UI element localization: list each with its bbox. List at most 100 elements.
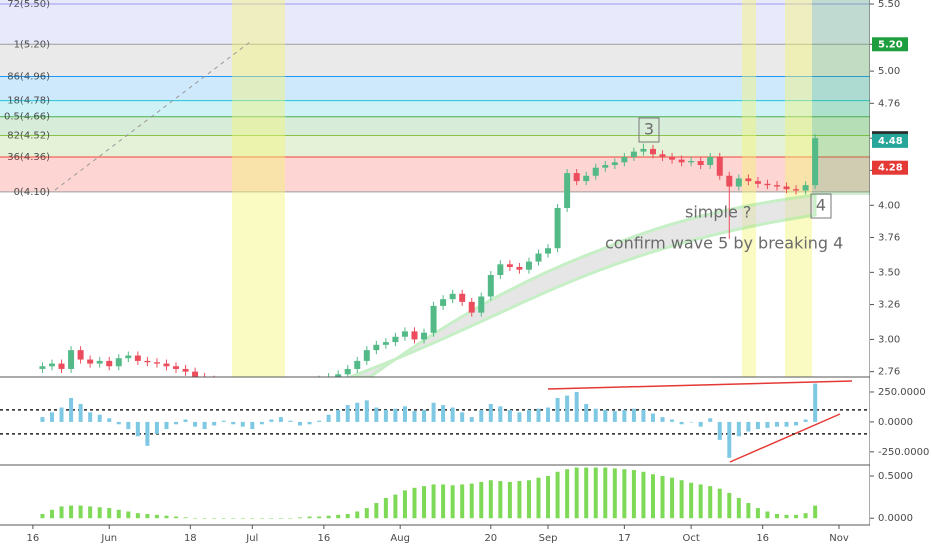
- y-tick-label: 0.5000: [878, 471, 913, 482]
- bar: [460, 412, 465, 422]
- bar: [298, 517, 303, 519]
- candle-body: [754, 181, 761, 184]
- candle-body: [611, 162, 618, 166]
- y-tick-label: 5.00: [878, 66, 900, 77]
- bar: [698, 484, 703, 519]
- bar: [250, 421, 255, 430]
- bar: [736, 497, 741, 519]
- bar: [193, 518, 198, 519]
- candle-body: [478, 296, 485, 313]
- candle-body: [745, 178, 752, 182]
- bar: [345, 514, 350, 519]
- bar: [546, 407, 551, 422]
- candle-body: [516, 266, 523, 270]
- candle-body: [678, 159, 685, 163]
- bar: [307, 516, 312, 519]
- candle-body: [363, 350, 370, 361]
- candle-body: [106, 360, 113, 367]
- bar: [784, 421, 789, 427]
- bar: [78, 505, 83, 519]
- bar: [97, 507, 102, 519]
- annotation: simple ?: [685, 203, 751, 222]
- x-tick-label: 18: [184, 533, 197, 544]
- candle-body: [401, 331, 408, 337]
- bar: [69, 397, 74, 422]
- bar: [317, 516, 322, 519]
- bar: [488, 480, 493, 519]
- bar: [69, 505, 74, 519]
- candle-body: [468, 301, 475, 313]
- target-zone: [812, 0, 870, 195]
- bar: [212, 518, 217, 519]
- price-label: 4.28: [878, 163, 903, 174]
- bar: [441, 405, 446, 422]
- bar: [631, 408, 636, 422]
- candle-body: [583, 175, 590, 182]
- candle-body: [39, 366, 46, 369]
- level-label: 18(4.78): [7, 96, 50, 107]
- bar: [345, 405, 350, 422]
- bar: [240, 421, 245, 427]
- candle-body: [783, 186, 790, 190]
- x-tick-label: 16: [27, 533, 40, 544]
- candle-body: [268, 382, 274, 383]
- bar: [422, 486, 427, 519]
- candle-body: [373, 344, 380, 351]
- level-label: 82(4.52): [7, 131, 50, 142]
- bar: [202, 518, 207, 519]
- level-label: 36(4.36): [7, 152, 50, 163]
- candle-body: [592, 167, 599, 176]
- bar: [765, 511, 770, 519]
- candle-body: [68, 350, 75, 369]
- bar: [202, 421, 207, 430]
- y-tick-label: 3.00: [878, 334, 900, 345]
- bar: [784, 514, 789, 519]
- bar: [765, 421, 770, 428]
- bar: [183, 419, 188, 422]
- bar: [593, 467, 598, 519]
- bar: [231, 421, 236, 425]
- bar: [670, 419, 675, 422]
- bar: [288, 420, 293, 422]
- bar: [126, 511, 131, 519]
- bar: [469, 483, 474, 519]
- bar: [107, 508, 112, 519]
- bar: [450, 407, 455, 422]
- bar: [460, 484, 465, 519]
- bar: [278, 417, 283, 422]
- bar: [355, 511, 360, 519]
- bar: [746, 503, 751, 519]
- bar: [164, 421, 169, 430]
- bar: [612, 468, 617, 519]
- y-tick-label: 4.76: [878, 98, 900, 109]
- candle-body: [554, 207, 561, 249]
- bar: [116, 421, 121, 425]
- bar: [727, 492, 732, 519]
- candle-body: [812, 138, 819, 186]
- bar: [145, 421, 150, 446]
- bar: [269, 419, 274, 422]
- bar: [336, 514, 341, 519]
- bar: [374, 407, 379, 422]
- price-label-box: [872, 160, 908, 175]
- bar: [708, 486, 713, 519]
- candle-body: [697, 160, 704, 166]
- ma-cloud: [349, 193, 817, 377]
- candle-body: [240, 386, 246, 387]
- level-band: [0, 156, 870, 192]
- wave-box: [810, 193, 832, 219]
- bar: [450, 485, 455, 519]
- candle-body: [153, 362, 160, 364]
- candle-body: [87, 359, 94, 364]
- wave-box: [638, 117, 660, 143]
- candle-body: [144, 360, 151, 363]
- level-band: [0, 44, 870, 77]
- level-label: 72(5.50): [7, 0, 50, 10]
- y-tick-label: 4.00: [878, 200, 900, 211]
- candle-body: [392, 336, 399, 343]
- candle-body: [182, 368, 189, 372]
- candle-body: [459, 293, 466, 302]
- x-tick-label: Jun: [100, 533, 117, 544]
- x-tick-label: Sep: [539, 533, 558, 544]
- candle-body: [77, 350, 84, 360]
